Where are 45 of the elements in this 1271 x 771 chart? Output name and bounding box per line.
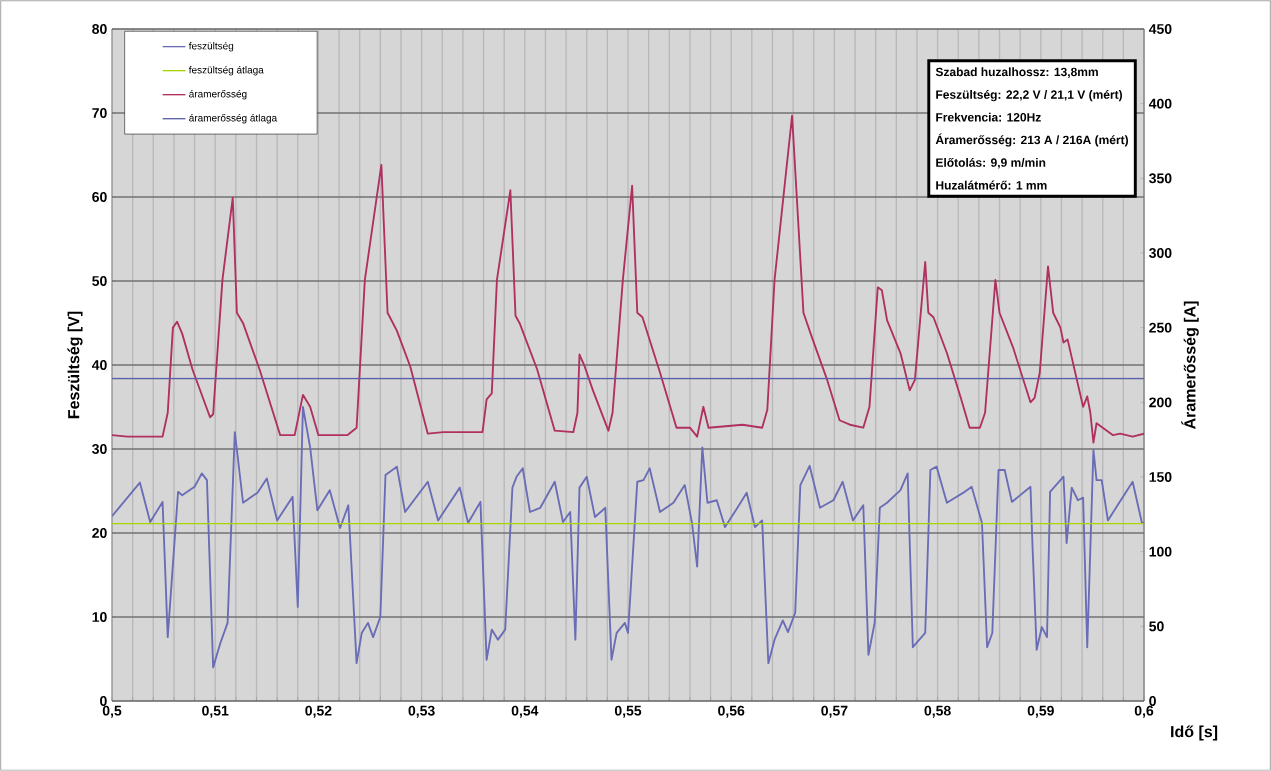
y2-tick-label: 200 — [1149, 397, 1172, 408]
x-tick-label: 0,52 — [305, 705, 332, 718]
y2-tick-label: 400 — [1148, 98, 1172, 109]
y-tick-label: 10 — [92, 612, 107, 622]
x-tick-label: 0,55 — [614, 705, 642, 718]
y2-tick-label: 350 — [1149, 173, 1172, 184]
y-tick-label: 50 — [92, 276, 107, 286]
x-tick-label: 0,51 — [202, 705, 229, 718]
y2-tick-label: 300 — [1149, 248, 1172, 258]
legend-label: feszültség átlaga — [188, 65, 264, 76]
x-tick-label: 0,54 — [511, 705, 539, 718]
y-tick-label: 80 — [92, 24, 107, 34]
y2-axis-title: Áramerősség [A] — [1181, 301, 1199, 430]
line-series — [112, 114, 1144, 444]
y2-tick-label: 250 — [1149, 322, 1172, 333]
y-tick-label: 70 — [92, 108, 107, 118]
y-tick-label: 60 — [92, 192, 107, 202]
x-tick-label: 0,57 — [821, 705, 848, 718]
x-tick-label: 0,56 — [718, 705, 745, 718]
annotation: Szabad huzalhossz: 13,8mm — [935, 67, 1098, 78]
annotation: Frekvencia: 120Hz — [936, 112, 1041, 122]
legend-label: áramerősség — [189, 90, 247, 100]
y-tick-label: 40 — [91, 360, 107, 370]
y-tick-label: 30 — [92, 444, 107, 454]
y2-tick-label: 100 — [1149, 546, 1172, 557]
annotation: Huzalátmérő: 1 mm — [936, 180, 1047, 190]
y-tick-label: 20 — [92, 528, 107, 538]
y-tick-label: 0 — [100, 696, 107, 706]
y2-tick-label: 0 — [1149, 696, 1156, 706]
annotation: Feszültség: 22,2 V / 21,1 V (mért) — [936, 89, 1123, 102]
y-axis-title: Feszültség [V] — [67, 311, 83, 419]
x-tick-label: 0,53 — [408, 705, 435, 718]
x-tick-label: 0,58 — [924, 705, 951, 718]
line-series — [112, 406, 1144, 669]
legend-label: áramerősség átlaga — [189, 114, 278, 124]
annotation: Előtolás: 9,9 m/min — [936, 157, 1046, 169]
y2-tick-label: 50 — [1149, 621, 1164, 632]
x-tick-label: 0,59 — [1027, 705, 1054, 718]
x-tick-label: 0,5 — [102, 705, 122, 718]
y2-tick-label: 150 — [1149, 472, 1172, 482]
x-tick-label: 0,6 — [1134, 705, 1154, 718]
x-axis-title: Idő [s] — [1171, 725, 1218, 741]
y2-tick-label: 450 — [1148, 24, 1172, 34]
legend-label: feszültség — [188, 41, 234, 52]
annotation: Áramerősség: 213 A / 216A (mért) — [935, 133, 1129, 147]
